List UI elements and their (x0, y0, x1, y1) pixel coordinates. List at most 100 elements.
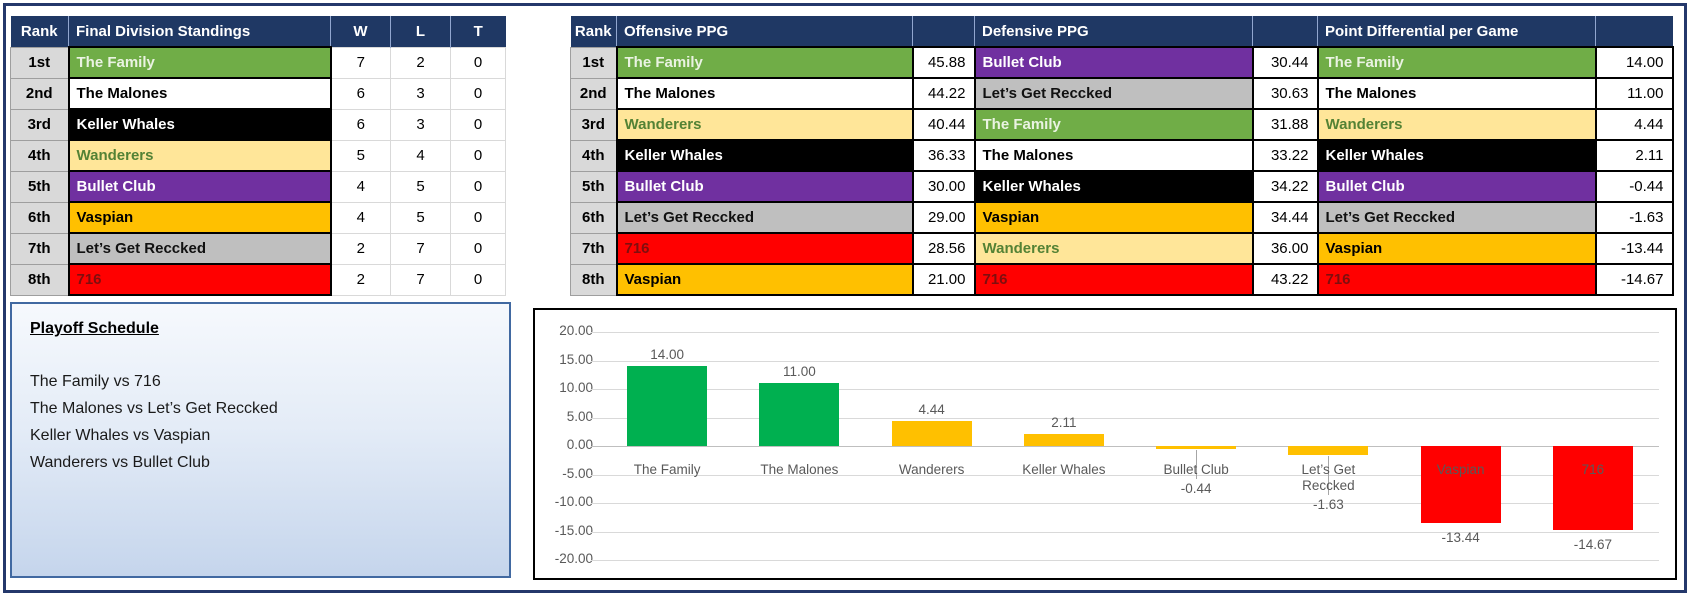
team-cell: Bullet Club (973, 46, 1254, 79)
stat-value-cell: 34.44 (1251, 201, 1319, 234)
stat-value-cell: 21.00 (911, 263, 976, 296)
wins-cell: 7 (330, 46, 391, 79)
chart-plot-area: The Family The Malones Wanderers Keller Wha… (591, 332, 1659, 561)
team-cell: Let’s Get Reccked (615, 201, 914, 234)
standings-header-row: Rank Final Division Standings W L T (10, 16, 506, 47)
dashboard-frame: Rank Final Division Standings W L T 1st The Fa… (3, 3, 1687, 593)
team-cell: The Malones (973, 139, 1254, 172)
team-cell: Wanderers (1316, 108, 1597, 141)
stat-value-cell: 29.00 (911, 201, 976, 234)
rank-cell: 1st (570, 46, 617, 79)
wins-cell: 4 (330, 201, 391, 234)
bar (1552, 446, 1633, 530)
playoff-schedule-panel: Playoff Schedule The Family vs 716 The Ma… (10, 302, 511, 578)
rank-cell: 4th (570, 139, 617, 172)
team-cell: Vaspian (1316, 232, 1597, 265)
stat-value-cell: 43.22 (1251, 263, 1319, 296)
losses-cell: 2 (390, 46, 451, 79)
team-stats-table: Rank Offensive PPG Defensive PPG Point Diff… (570, 16, 1674, 296)
ties-cell: 0 (450, 77, 506, 110)
team-cell: Keller Whales (973, 170, 1254, 203)
stat-value-cell: 2.11 (1594, 139, 1674, 172)
bar (1156, 446, 1237, 449)
ties-cell: 0 (450, 46, 506, 79)
point-differential-bar-chart: 20.00 15.00 10.00 5.00 0.00 -5.00 -10.00 -15.00… (533, 308, 1677, 580)
playoff-schedule-title: Playoff Schedule (30, 320, 159, 337)
team-cell: The Family (973, 108, 1254, 141)
rank-cell: 3rd (10, 108, 69, 141)
rank-cell: 1st (10, 46, 69, 79)
stats-row: 2nd The Malones 44.22 Let’s Get Reccked 30.6… (570, 77, 1674, 110)
stat-value-header (912, 16, 975, 47)
stat-value-cell: 4.44 (1594, 108, 1674, 141)
stats-row: 7th 716 28.56 Wanderers 36.00 Vaspian -13.44 (570, 232, 1674, 265)
team-cell: Bullet Club (1316, 170, 1597, 203)
losses-cell: 5 (390, 201, 451, 234)
rank-header: Rank (10, 16, 69, 47)
rank-cell: 8th (570, 263, 617, 296)
team-cell: 716 (1316, 263, 1597, 296)
category-label: The Malones (760, 462, 839, 477)
y-tick-label: -10.00 (554, 494, 593, 509)
y-tick-label: -5.00 (562, 465, 593, 481)
value-label: 2.11 (1051, 414, 1077, 430)
ties-cell: 0 (450, 232, 506, 265)
category-label: Vaspian (1436, 462, 1485, 477)
losses-cell: 7 (390, 232, 451, 265)
gridline (591, 446, 1659, 447)
team-cell: The Family (615, 46, 914, 79)
stats-row: 4th Keller Whales 36.33 The Malones 33.22 Kel… (570, 139, 1674, 172)
wins-header: W (330, 16, 391, 47)
team-cell: Let’s Get Reccked (973, 77, 1254, 110)
team-cell: Vaspian (973, 201, 1254, 234)
team-cell: 716 (615, 232, 914, 265)
team-cell: Keller Whales (1316, 139, 1597, 172)
y-tick-label: 15.00 (559, 351, 593, 367)
team-cell: Wanderers (973, 232, 1254, 265)
stat-value-cell: 40.44 (911, 108, 976, 141)
stats-row: 5th Bullet Club 30.00 Keller Whales 34.22 Bul… (570, 170, 1674, 203)
stat-value-cell: 45.88 (911, 46, 976, 79)
losses-header: L (390, 16, 451, 47)
stat-value-cell: 44.22 (911, 77, 976, 110)
stat-value-cell: 36.33 (911, 139, 976, 172)
losses-cell: 3 (390, 77, 451, 110)
team-cell: The Family (1316, 46, 1597, 79)
wins-cell: 2 (330, 232, 391, 265)
standings-row: 4th Wanderers 5 4 0 (10, 139, 506, 172)
bar (627, 366, 708, 446)
stat-value-header (1595, 16, 1673, 47)
wins-cell: 4 (330, 170, 391, 203)
stat-value-cell: 33.22 (1251, 139, 1319, 172)
ties-cell: 0 (450, 201, 506, 234)
rank-cell: 4th (10, 139, 69, 172)
bar (1023, 433, 1104, 446)
playoff-matchup-list: The Family vs 716 The Malones vs Let’s Ge… (30, 368, 491, 476)
stat-value-cell: 30.00 (911, 170, 976, 203)
bar (1420, 446, 1501, 523)
team-cell: Keller Whales (67, 108, 332, 141)
stat-value-cell: 30.63 (1251, 77, 1319, 110)
bar (891, 420, 972, 446)
rank-header: Rank (570, 16, 617, 47)
rank-cell: 7th (570, 232, 617, 265)
stat-value-header (1252, 16, 1318, 47)
rank-cell: 3rd (570, 108, 617, 141)
team-cell: 716 (67, 263, 332, 296)
team-cell: 716 (973, 263, 1254, 296)
rank-cell: 8th (10, 263, 69, 296)
standings-row: 3rd Keller Whales 6 3 0 (10, 108, 506, 141)
final-division-standings-table: Rank Final Division Standings W L T 1st The Fa… (10, 16, 506, 296)
gridline (591, 503, 1659, 504)
category-label: The Family (633, 462, 701, 477)
category-label: Bullet Club (1163, 462, 1229, 477)
team-cell: The Malones (67, 77, 332, 110)
stat-value-cell: -14.67 (1594, 263, 1674, 296)
stat-value-cell: 36.00 (1251, 232, 1319, 265)
standings-row: 1st The Family 7 2 0 (10, 46, 506, 79)
stat-column-header: Defensive PPG (974, 16, 1253, 47)
playoff-matchup: Keller Whales vs Vaspian (30, 427, 211, 444)
ties-cell: 0 (450, 170, 506, 203)
standings-row: 6th Vaspian 4 5 0 (10, 201, 506, 234)
bar (759, 383, 840, 446)
